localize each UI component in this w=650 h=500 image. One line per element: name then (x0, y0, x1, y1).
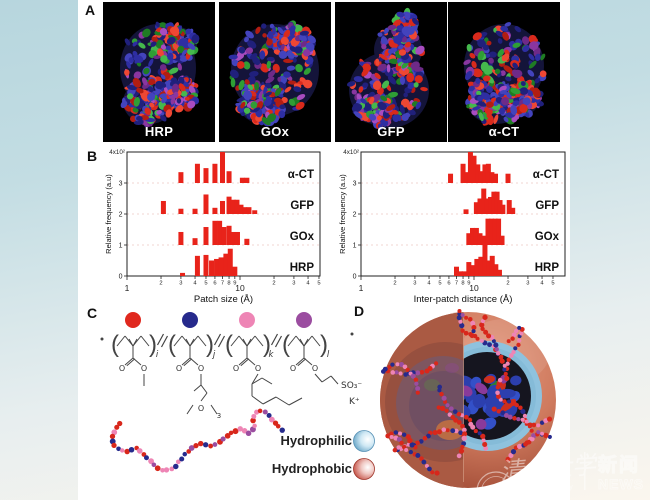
protein-surface-gox (228, 20, 319, 127)
panel-d-letter: D (354, 303, 365, 319)
legend-hydrophobic-label: Hydrophobic (271, 461, 352, 476)
protein-panel-gox: GOx (219, 2, 331, 142)
watermark-news-en: NEWS (598, 476, 644, 492)
panel-a-letter: A (85, 2, 96, 18)
watermark-news-cn: 新闻 (598, 453, 640, 476)
legend-hydrophilic-label: Hydrophilic (280, 433, 352, 448)
protein-panel-hrp: HRP (103, 2, 215, 142)
protein-label-hrp: HRP (144, 124, 174, 139)
legend-hydrophilic: Hydrophilic (242, 433, 352, 448)
protein-surface-gfp (346, 7, 429, 130)
protein-surface-act (463, 22, 547, 126)
legend-hydrophobic: Hydrophobic (242, 461, 352, 476)
protein-surface-hrp (120, 21, 200, 128)
panel-c-letter: C (87, 305, 98, 321)
protein-label-act: α-CT (488, 124, 520, 139)
protein-panel-act: α-CT (448, 2, 560, 142)
protein-label-gfp: GFP (377, 124, 405, 139)
protein-panel-gfp: GFP (335, 2, 447, 142)
protein-label-gox: GOx (260, 124, 290, 139)
panel-b-letter: B (87, 148, 98, 164)
